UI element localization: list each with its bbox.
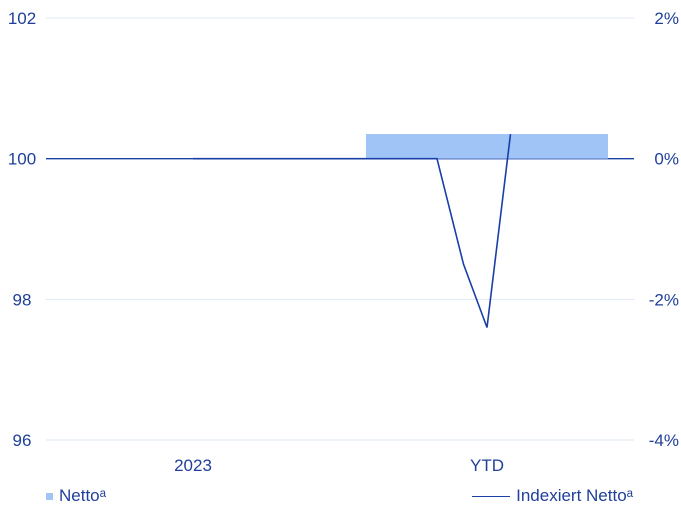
legend-line-swatch: [472, 495, 511, 497]
category-label: 2023: [174, 456, 212, 475]
right-tick-label: 2%: [654, 9, 679, 28]
left-tick-label: 100: [8, 150, 36, 169]
legend-label-indexiert-netto: Indexiert Nettoᵃ: [516, 486, 633, 505]
bar: [366, 134, 608, 159]
legend-item-netto: Nettoᵃ: [46, 486, 106, 506]
legend-label-netto: Nettoᵃ: [59, 486, 106, 505]
legend-item-indexiert-netto: Indexiert Nettoᵃ: [472, 486, 633, 506]
right-tick-label: 0%: [654, 150, 679, 169]
left-tick-label: 96: [13, 431, 32, 450]
left-tick-label: 102: [8, 9, 36, 28]
right-tick-label: -2%: [649, 290, 679, 309]
left-tick-label: 98: [13, 290, 32, 309]
legend-bar-swatch: [46, 492, 53, 500]
series-line-indexiert-netto: [193, 134, 512, 328]
category-label: YTD: [470, 456, 504, 475]
right-tick-label: -4%: [649, 431, 679, 450]
